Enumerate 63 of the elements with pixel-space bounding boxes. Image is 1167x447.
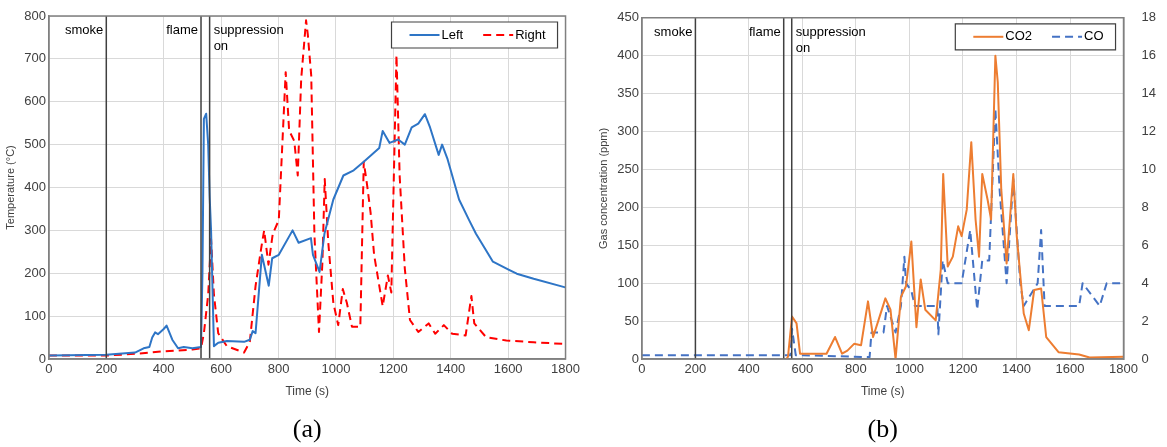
ref-line-label: flame <box>748 23 781 39</box>
x-tick-label: 1800 <box>551 361 580 377</box>
y-tick-label: 150 <box>617 236 639 252</box>
y-tick-label: 300 <box>24 221 46 237</box>
x-tick-label: 200 <box>684 361 707 377</box>
y-tick-label: 700 <box>24 50 46 66</box>
y-tick-label: 400 <box>24 179 46 195</box>
y-tick-label: 0 <box>631 350 639 366</box>
text: (b) <box>867 413 898 443</box>
y-tick-label: 50 <box>624 312 639 328</box>
x-tick-label: 1000 <box>321 361 351 377</box>
y-tick-label: 350 <box>617 85 639 101</box>
x-tick-label: 400 <box>152 361 175 377</box>
y-tick-label: 100 <box>24 307 46 323</box>
legend-label: Left <box>441 26 464 42</box>
x-tick-label: 1200 <box>378 361 408 377</box>
y2-tick-label: 10 <box>1141 161 1157 177</box>
y2-tick-label: 2 <box>1141 312 1149 328</box>
y-tick-label: 300 <box>617 123 639 139</box>
ref-line-label: suppression on <box>213 22 284 54</box>
y2-tick-label: 6 <box>1141 236 1149 252</box>
x-tick-label: 600 <box>210 361 232 377</box>
y-tick-label: 450 <box>617 9 639 25</box>
y-axis-title: Temperature (°C) <box>3 145 16 230</box>
x-tick-label: 800 <box>845 361 867 377</box>
x-tick-label: 800 <box>267 361 290 377</box>
x-tick-label: 1000 <box>895 361 924 377</box>
y-tick-label: 250 <box>617 161 639 177</box>
y-tick-label: 500 <box>24 136 46 152</box>
x-tick-label: 200 <box>95 361 118 377</box>
x-tick-label: 400 <box>738 361 760 377</box>
y-tick-label: 200 <box>617 198 639 214</box>
y-tick-label: 600 <box>24 93 46 109</box>
ref-line-label: smoke <box>654 23 693 39</box>
y2-tick-label: 18 <box>1141 9 1157 25</box>
x-tick-label: 600 <box>791 361 814 377</box>
y2-tick-label: 12 <box>1141 123 1157 139</box>
y-tick-label: 200 <box>24 264 46 280</box>
y-axis-title: Gas concentration (ppm) <box>596 127 609 249</box>
ref-line-label: smoke <box>65 22 104 38</box>
x-tick-label: 1400 <box>1002 361 1031 377</box>
y2-tick-label: 16 <box>1141 47 1157 63</box>
x-tick-label: 1600 <box>1055 361 1085 377</box>
y2-tick-label: 8 <box>1141 198 1149 214</box>
x-axis-title: Time (s) <box>860 384 905 399</box>
ref-line-label: suppression on <box>795 23 866 55</box>
ref-line-label: flame <box>166 22 199 38</box>
y2-tick-label: 4 <box>1141 274 1149 290</box>
x-tick-label: 1600 <box>493 361 523 377</box>
x-axis-title: Time (s) <box>285 384 329 399</box>
x-tick-label: 1200 <box>948 361 978 377</box>
x-tick-label: 1800 <box>1109 361 1138 377</box>
legend-label: Right <box>515 26 546 42</box>
y-tick-label: 100 <box>617 274 639 290</box>
y-tick-label: 800 <box>24 7 46 23</box>
y-tick-label: 0 <box>38 350 46 366</box>
legend-label: CO <box>1084 28 1104 44</box>
y-tick-label: 400 <box>617 47 639 63</box>
x-tick-label: 1400 <box>436 361 466 377</box>
y2-tick-label: 14 <box>1141 85 1157 101</box>
legend-label: CO2 <box>1005 28 1033 44</box>
y2-tick-label: 0 <box>1141 350 1149 366</box>
text: (a) <box>292 413 322 443</box>
